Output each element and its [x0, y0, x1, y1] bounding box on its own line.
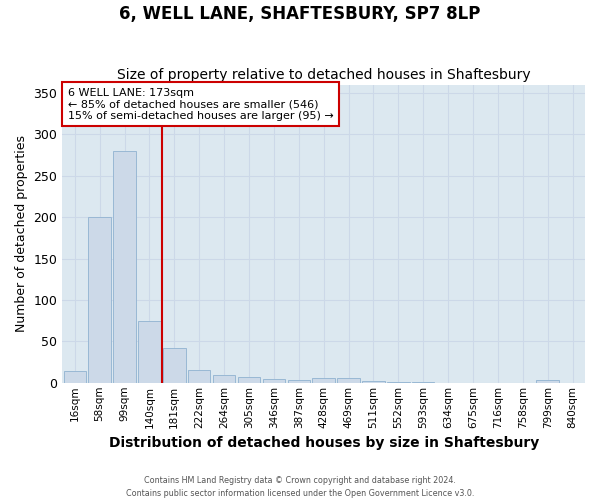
Bar [64, 371, 86, 383]
Bar [163, 348, 185, 383]
Bar [536, 380, 559, 383]
Bar [188, 370, 211, 383]
Title: Size of property relative to detached houses in Shaftesbury: Size of property relative to detached ho… [117, 68, 530, 82]
Bar [387, 382, 410, 383]
Bar [88, 217, 111, 383]
Text: 6, WELL LANE, SHAFTESBURY, SP7 8LP: 6, WELL LANE, SHAFTESBURY, SP7 8LP [119, 5, 481, 23]
Bar [412, 382, 434, 383]
Bar [138, 320, 161, 383]
X-axis label: Distribution of detached houses by size in Shaftesbury: Distribution of detached houses by size … [109, 436, 539, 450]
Bar [337, 378, 360, 383]
Text: Contains HM Land Registry data © Crown copyright and database right 2024.
Contai: Contains HM Land Registry data © Crown c… [126, 476, 474, 498]
Y-axis label: Number of detached properties: Number of detached properties [15, 135, 28, 332]
Bar [113, 151, 136, 383]
Bar [263, 378, 285, 383]
Bar [362, 381, 385, 383]
Text: 6 WELL LANE: 173sqm
← 85% of detached houses are smaller (546)
15% of semi-detac: 6 WELL LANE: 173sqm ← 85% of detached ho… [68, 88, 333, 120]
Bar [238, 377, 260, 383]
Bar [313, 378, 335, 383]
Bar [287, 380, 310, 383]
Bar [213, 376, 235, 383]
